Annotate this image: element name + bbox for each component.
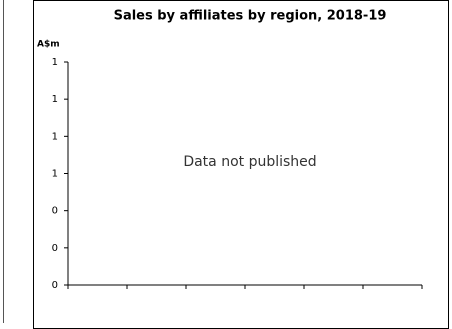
y-tick-label: 0 bbox=[52, 243, 58, 254]
y-tick-label: 1 bbox=[52, 131, 58, 142]
chart-title: Sales by affiliates by region, 2018-19 bbox=[114, 9, 387, 24]
y-tick-label: 1 bbox=[52, 94, 58, 105]
y-tick-label: 1 bbox=[52, 57, 58, 68]
y-axis-label: A$m bbox=[37, 40, 60, 50]
annotation: Data not published bbox=[183, 154, 316, 170]
y-tick-label: 1 bbox=[52, 169, 58, 180]
y-tick-label: 0 bbox=[52, 206, 58, 217]
y-tick-label: 0 bbox=[52, 280, 58, 291]
